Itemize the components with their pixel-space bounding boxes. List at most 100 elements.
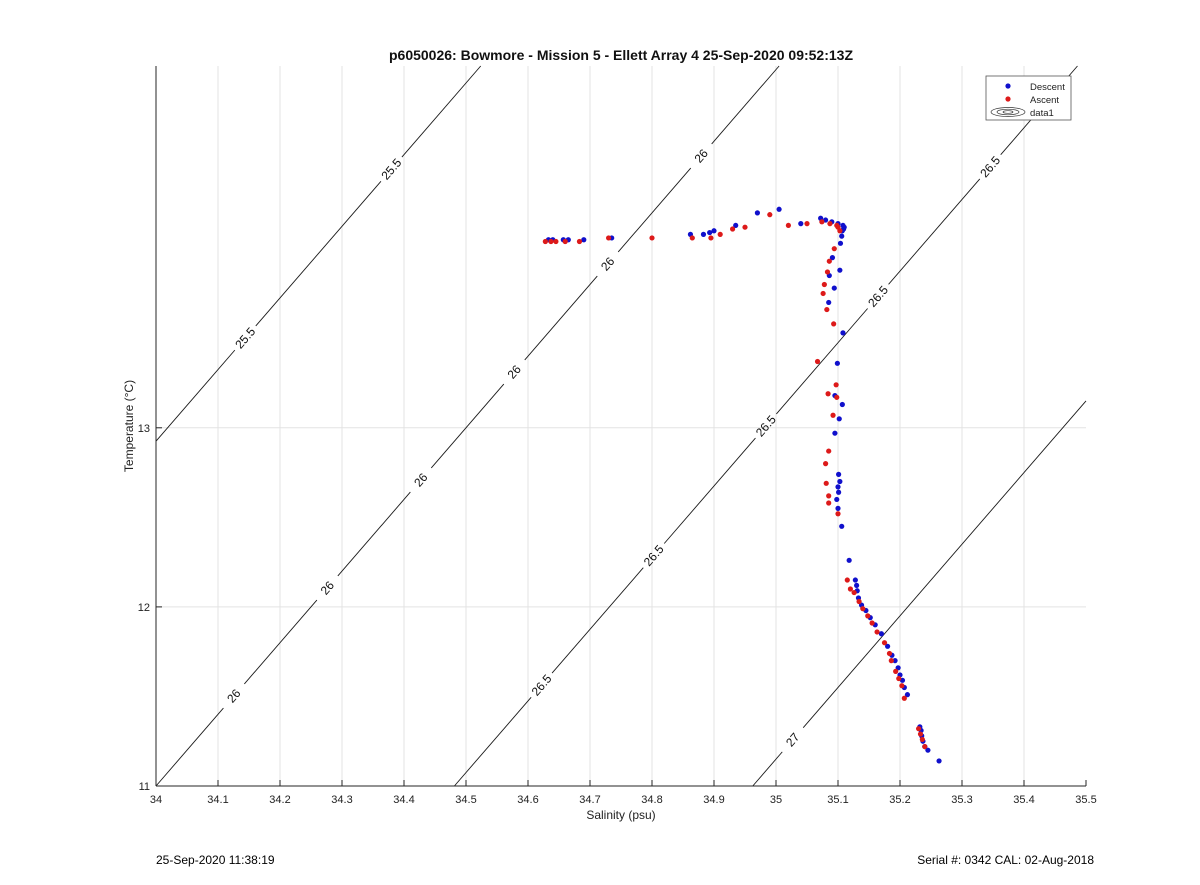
y-tick-label: 13: [138, 423, 150, 435]
contour-line-segment: [401, 65, 482, 158]
legend-data1-label: data1: [1030, 108, 1054, 119]
descent-point: [829, 255, 836, 261]
contour-line-segment: [454, 697, 532, 787]
descent-point: [839, 233, 845, 239]
ascent-point: [886, 650, 893, 657]
y-axis-label: Temperature (°C): [122, 380, 136, 472]
x-tick-label: 34.2: [269, 794, 290, 806]
contour-line-segment: [888, 178, 981, 285]
descent-point: [878, 631, 885, 637]
descent-point: [904, 692, 911, 698]
ascent-point: [881, 640, 888, 646]
ascent-point: [542, 238, 548, 245]
x-tick-label: 34.5: [455, 794, 476, 806]
ascent-point: [917, 731, 924, 737]
descent-point: [836, 416, 842, 422]
x-tick-label: 34.9: [703, 794, 724, 806]
ascent-point: [830, 412, 836, 418]
descent-point: [846, 557, 852, 563]
ascent-point: [865, 613, 871, 619]
ascent-point: [888, 658, 894, 664]
y-axis-ticks: 11 12 13: [138, 423, 162, 793]
ascent-point: [717, 231, 723, 237]
contour-line-segment: [711, 65, 780, 145]
footer-serial-calibration: Serial #: 0342 CAL: 02-Aug-2018: [917, 853, 1094, 867]
ascent-point: [820, 290, 826, 297]
ascent-point: [825, 391, 831, 397]
contour-line-segment: [337, 491, 411, 577]
ascent-point: [821, 281, 827, 288]
y-tick-label: 11: [139, 781, 150, 793]
ascent-point: [922, 743, 928, 750]
descent-point: [834, 496, 840, 503]
contour-line-segment: [663, 437, 756, 544]
ascent-point: [606, 235, 612, 241]
descent-point: [836, 471, 842, 477]
descent-point: [839, 523, 845, 529]
legend-ascent-marker: [1005, 96, 1011, 102]
ascent-point: [553, 238, 559, 245]
contour-line-segment: [551, 567, 644, 674]
y-tick-label: 12: [138, 602, 150, 614]
data-points: [542, 206, 942, 764]
x-tick-label: 34.7: [579, 794, 600, 806]
ascent-point: [826, 493, 832, 499]
descent-point: [840, 330, 846, 336]
ascent-point: [708, 235, 714, 241]
descent-point: [831, 285, 837, 291]
x-tick-label: 35: [770, 794, 782, 806]
descent-point: [836, 489, 842, 495]
ascent-point: [814, 358, 821, 365]
ascent-point: [562, 238, 568, 245]
ascent-point: [548, 238, 554, 245]
ascent-point: [767, 212, 773, 218]
plot-area: 25.525.526262626262626.526.526.526.526.5…: [138, 65, 1097, 806]
descent-point: [754, 210, 761, 216]
descent-point: [854, 582, 860, 589]
ascent-point: [860, 606, 866, 612]
descent-point: [936, 758, 942, 764]
ascent-point: [823, 461, 829, 467]
ascent-point: [834, 222, 840, 229]
descent-point: [885, 643, 891, 649]
descent-point: [826, 299, 832, 306]
axes-frame: [155, 66, 1086, 787]
contour-line-segment: [155, 707, 224, 787]
legend-descent-label: Descent: [1030, 82, 1065, 93]
ascent-point: [851, 589, 857, 596]
legend-box: [985, 75, 1072, 121]
legend: Descent Ascent data1: [985, 75, 1072, 121]
contour-line-segment: [802, 400, 1087, 728]
descent-point: [798, 221, 804, 227]
descent-point: [776, 206, 782, 212]
ascent-point: [901, 695, 907, 701]
ascent-point: [649, 235, 655, 241]
descent-point: [834, 360, 840, 366]
chart-title: p6050026: Bowmore - Mission 5 - Ellett A…: [389, 47, 853, 63]
ascent-point: [819, 219, 825, 225]
descent-point: [925, 747, 931, 753]
descent-point: [581, 237, 587, 243]
ascent-point: [824, 306, 830, 313]
x-tick-label: 35.4: [1013, 794, 1034, 806]
descent-point: [852, 577, 858, 583]
ascent-point: [874, 629, 880, 635]
contour-line-segment: [617, 167, 692, 253]
descent-point: [837, 478, 843, 485]
contour-line-segment: [752, 751, 783, 787]
x-tick-label: 34.8: [641, 794, 662, 806]
x-tick-label: 35.5: [1075, 794, 1096, 806]
axes-background: [156, 66, 1086, 786]
contour-line-segment: [244, 599, 318, 685]
descent-point: [837, 240, 844, 246]
ascent-point: [844, 577, 850, 583]
x-tick-label: 34.1: [207, 794, 228, 806]
descent-point: [837, 267, 843, 273]
ascent-point: [834, 394, 840, 400]
legend-contour-icon: [990, 107, 1026, 117]
ascent-point: [899, 683, 905, 689]
ascent-point: [576, 238, 583, 245]
ascent-point: [833, 382, 839, 388]
ascent-point: [730, 226, 736, 232]
ascent-point: [916, 726, 922, 732]
